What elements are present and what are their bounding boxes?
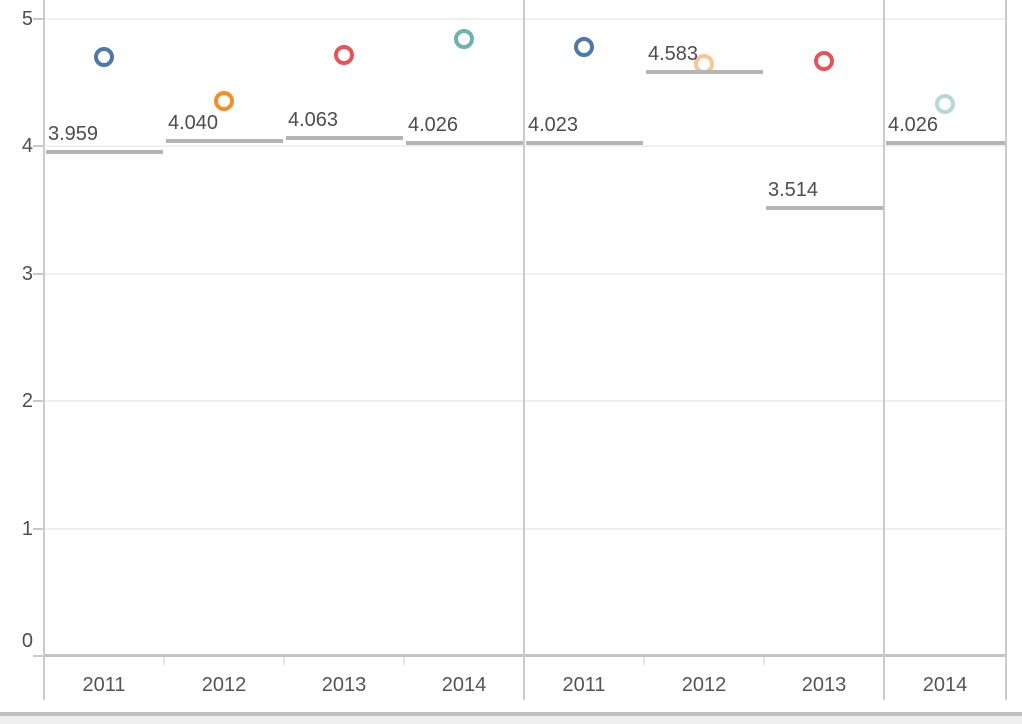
x-axis-label-year[interactable]: 2012: [201, 674, 247, 696]
average-reference-line[interactable]: [166, 139, 283, 144]
y-axis-tick: [33, 18, 44, 20]
x-axis-line: [44, 654, 1007, 657]
circle-mark-red[interactable]: [814, 51, 834, 72]
y-axis-tick: [33, 145, 44, 148]
circle-mark-orange[interactable]: [214, 90, 234, 111]
pane-divider: [883, 0, 885, 700]
y-axis-tick: [33, 527, 44, 530]
circle-mark-teal[interactable]: [935, 94, 955, 115]
reference-line-label[interactable]: 4.026: [408, 114, 459, 137]
average-reference-line[interactable]: [526, 141, 643, 146]
window-bottom-edge: [0, 712, 1022, 724]
pane-divider: [523, 0, 525, 700]
plot-right-border: [1005, 0, 1007, 700]
y-axis-tick-label: 3: [21, 262, 33, 285]
x-axis-tick: [403, 657, 405, 665]
x-axis-label-year[interactable]: 2011: [82, 674, 126, 696]
circle-mark-blue[interactable]: [94, 47, 114, 68]
circle-mark-blue[interactable]: [574, 37, 594, 58]
reference-line-label[interactable]: 4.583: [648, 43, 699, 66]
average-reference-line[interactable]: [406, 141, 523, 146]
average-reference-line[interactable]: [646, 70, 763, 75]
y-axis-tick-label: 2: [21, 390, 33, 413]
average-reference-line[interactable]: [766, 206, 883, 211]
x-axis-tick: [283, 657, 285, 665]
reference-line-label[interactable]: 4.040: [168, 112, 219, 135]
y-axis-tick-label: 5: [21, 8, 33, 30]
x-axis-label-year[interactable]: 2014: [922, 674, 968, 696]
y-axis-tick: [33, 655, 44, 657]
x-axis-label-year[interactable]: 2014: [441, 674, 487, 696]
y-axis-tick-label: 0: [21, 630, 33, 652]
reference-line-label[interactable]: 4.023: [528, 114, 579, 137]
x-axis-label-year[interactable]: 2011: [562, 674, 606, 696]
circle-mark-teal[interactable]: [454, 29, 474, 50]
reference-line-label[interactable]: 4.063: [288, 109, 339, 132]
x-axis-tick: [763, 657, 765, 665]
y-axis-tick-label: 4: [21, 135, 33, 158]
y-axis-tick-label: 1: [21, 517, 33, 540]
y-axis-line: [43, 0, 45, 700]
x-axis-tick: [163, 657, 165, 665]
average-reference-line[interactable]: [886, 141, 1005, 146]
average-reference-line[interactable]: [46, 149, 163, 154]
x-axis-label-year[interactable]: 2013: [321, 674, 367, 696]
reference-line-label[interactable]: 4.026: [888, 114, 939, 137]
circle-mark-red[interactable]: [334, 44, 354, 65]
y-axis-tick: [33, 400, 44, 403]
reference-line-label[interactable]: 3.959: [48, 122, 99, 145]
x-axis-label-year[interactable]: 2012: [681, 674, 727, 696]
x-axis-label-year[interactable]: 2013: [801, 674, 847, 696]
x-axis-tick: [643, 657, 645, 665]
reference-line-label[interactable]: 3.514: [768, 179, 819, 202]
average-reference-line[interactable]: [286, 136, 403, 141]
y-axis-tick: [33, 272, 44, 275]
